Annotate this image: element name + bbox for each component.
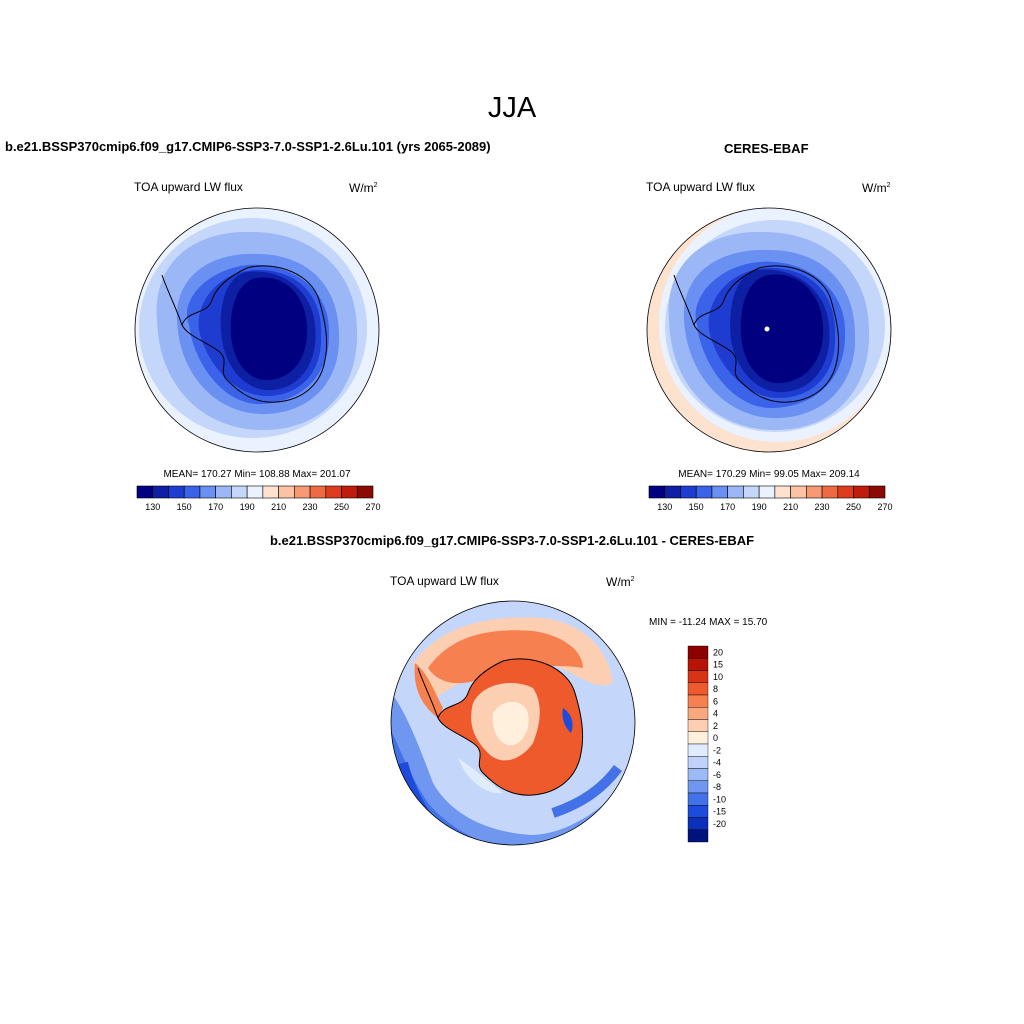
- right-colorbar-tick-label: 250: [846, 502, 861, 512]
- left-colorbar-swatch: [356, 485, 374, 499]
- diff-colorbar-tick-label: -15: [713, 807, 726, 817]
- left-polar-map: [134, 207, 380, 453]
- left-colorbar: 130 150 170 190 210 230 250 270: [136, 485, 381, 512]
- diff-colorbar-tick-label: -20: [713, 819, 726, 829]
- left-panel-title: b.e21.BSSP370cmip6.f09_g17.CMIP6-SSP3-7.…: [5, 139, 491, 154]
- diff-colorbar-tick-label: 0: [713, 733, 718, 743]
- left-variable-label: TOA upward LW flux: [134, 180, 243, 194]
- left-colorbar-tick-label: 170: [208, 502, 223, 512]
- diff-colorbar-swatch: [687, 792, 709, 806]
- diff-colorbar-swatch: [687, 645, 709, 659]
- diff-colorbar-tick-label: -10: [713, 794, 726, 804]
- right-colorbar-swatch: [758, 485, 776, 499]
- right-colorbar-swatch: [695, 485, 713, 499]
- right-colorbar-swatch: [806, 485, 823, 499]
- diff-colorbar-swatch: [687, 682, 709, 696]
- diff-colorbar-tick-label: -6: [713, 770, 721, 780]
- left-colorbar-swatch: [136, 485, 154, 499]
- left-colorbar-swatch: [231, 485, 248, 499]
- diff-variable-label: TOA upward LW flux: [390, 574, 499, 588]
- diff-colorbar-swatch: [687, 658, 709, 671]
- diff-panel-title: b.e21.BSSP370cmip6.f09_g17.CMIP6-SSP3-7.…: [269, 533, 755, 548]
- left-colorbar-tick-label: 130: [145, 502, 160, 512]
- diff-colorbar-tick-label: 20: [713, 647, 723, 657]
- left-colorbar-swatch: [278, 485, 295, 499]
- right-stats: MEAN= 170.29 Min= 99.05 Max= 209.14: [678, 469, 860, 480]
- diff-units-label: W/m2: [606, 575, 635, 589]
- left-colorbar-tick-label: 190: [240, 502, 255, 512]
- right-colorbar-swatch: [790, 485, 807, 499]
- right-polar-map: [646, 207, 892, 453]
- diff-colorbar-swatch: [687, 780, 709, 794]
- diff-colorbar-swatch: [687, 817, 709, 830]
- diff-colorbar-swatch: [687, 694, 709, 708]
- diff-colorbar-swatch: [687, 756, 709, 769]
- left-colorbar-swatch: [294, 485, 311, 499]
- right-colorbar-tick-label: 210: [783, 502, 798, 512]
- right-colorbar-swatch: [743, 485, 760, 499]
- left-units-label: W/m2: [349, 181, 378, 195]
- right-colorbar-swatch: [837, 485, 854, 499]
- right-colorbar-swatch: [774, 485, 791, 499]
- left-colorbar-tick-label: 210: [271, 502, 286, 512]
- diff-colorbar-tick-label: 10: [713, 672, 723, 682]
- right-units-label: W/m2: [862, 181, 891, 195]
- diff-colorbar-swatch: [687, 719, 709, 732]
- left-colorbar-tick-label: 250: [334, 502, 349, 512]
- right-colorbar-swatch: [648, 485, 666, 499]
- left-colorbar-tick-label: 270: [365, 502, 380, 512]
- right-colorbar-swatch: [853, 485, 870, 499]
- diff-colorbar-swatch: [687, 670, 709, 683]
- season-title: JJA: [487, 92, 537, 124]
- left-colorbar-tick-label: 230: [303, 502, 318, 512]
- left-colorbar-swatch: [246, 485, 264, 499]
- left-colorbar-swatch: [215, 485, 232, 499]
- right-colorbar-tick-label: 190: [752, 502, 767, 512]
- right-colorbar-swatch: [727, 485, 744, 499]
- diff-colorbar-swatch: [687, 829, 709, 843]
- diff-colorbar-tick-label: 4: [713, 709, 718, 719]
- diff-colorbar-tick-label: 6: [713, 696, 718, 706]
- right-colorbar-swatch: [821, 485, 839, 499]
- left-colorbar-swatch: [309, 485, 327, 499]
- diff-colorbar-tick-label: -8: [713, 782, 721, 792]
- diff-colorbar-swatch: [687, 743, 709, 757]
- left-colorbar-swatch: [168, 485, 185, 499]
- diff-polar-map: [390, 600, 636, 846]
- diff-colorbar-tick-label: -2: [713, 745, 721, 755]
- right-variable-label: TOA upward LW flux: [646, 180, 755, 194]
- left-colorbar-swatch: [262, 485, 279, 499]
- left-colorbar-swatch: [199, 485, 216, 499]
- right-colorbar-tick-label: 270: [877, 502, 892, 512]
- diff-colorbar-tick-label: 8: [713, 684, 718, 694]
- diff-colorbar-tick-label: 15: [713, 660, 723, 670]
- left-colorbar-swatch: [325, 485, 342, 499]
- left-colorbar-swatch: [152, 485, 169, 499]
- right-colorbar-swatch: [664, 485, 681, 499]
- diff-colorbar-swatch: [687, 805, 709, 818]
- right-colorbar-tick-label: 150: [689, 502, 704, 512]
- right-colorbar-tick-label: 170: [720, 502, 735, 512]
- diff-colorbar-swatch: [687, 731, 709, 745]
- right-panel-title: CERES-EBAF: [724, 141, 809, 156]
- left-colorbar-tick-label: 150: [177, 502, 192, 512]
- diff-colorbar-swatch: [687, 707, 709, 720]
- left-stats: MEAN= 170.27 Min= 108.88 Max= 201.07: [163, 469, 351, 480]
- left-colorbar-swatch: [341, 485, 358, 499]
- diff-colorbar-tick-label: -4: [713, 758, 721, 768]
- right-colorbar-tick-label: 130: [657, 502, 672, 512]
- diff-colorbar-swatch: [687, 768, 709, 781]
- right-colorbar-tick-label: 230: [815, 502, 830, 512]
- diff-colorbar-tick-label: 2: [713, 721, 718, 731]
- left-colorbar-swatch: [183, 485, 201, 499]
- right-colorbar: 130 150 170 190 210 230 250 270: [648, 485, 893, 512]
- right-colorbar-swatch: [868, 485, 886, 499]
- right-colorbar-swatch: [680, 485, 697, 499]
- diff-stats: MIN = -11.24 MAX = 15.70: [649, 617, 768, 628]
- right-colorbar-swatch: [711, 485, 728, 499]
